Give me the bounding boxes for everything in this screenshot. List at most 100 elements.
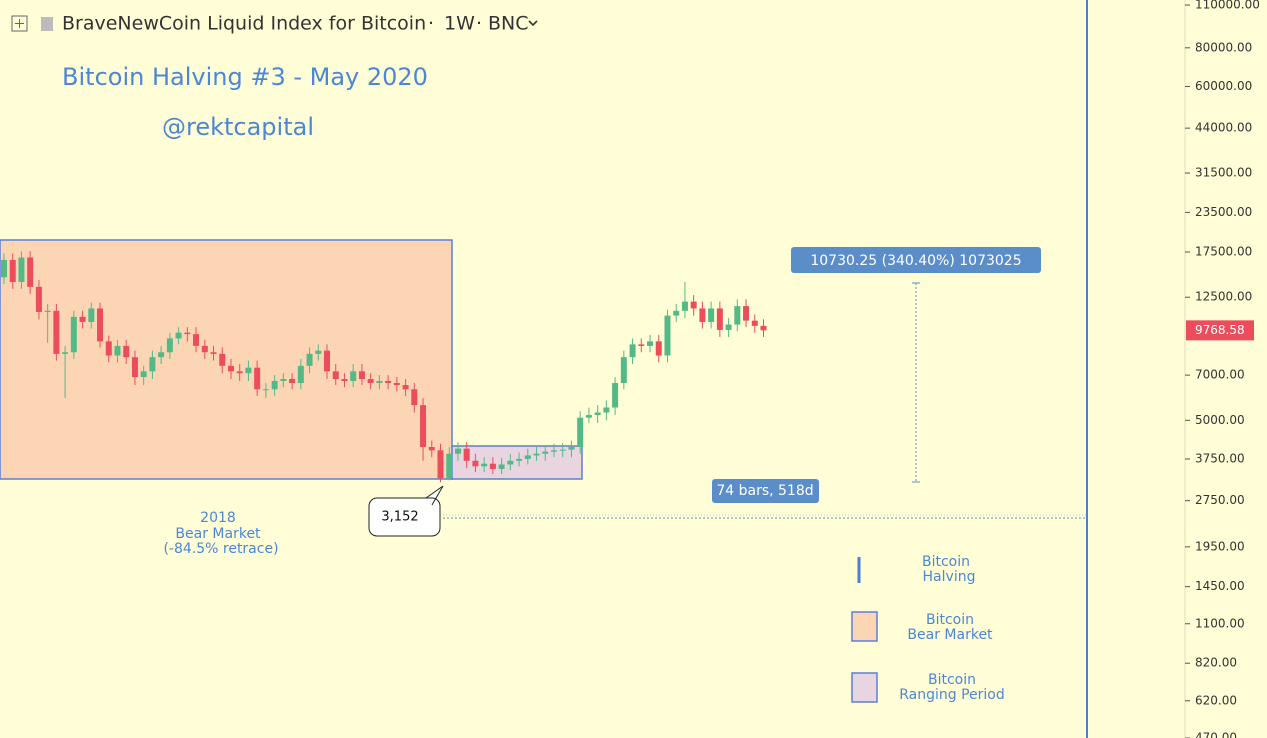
legend-label: Halving: [923, 569, 976, 585]
candle-body: [262, 389, 269, 391]
candle-body: [289, 379, 296, 384]
candle-body: [734, 306, 741, 325]
candle-body: [114, 345, 121, 356]
candle-body: [393, 383, 400, 386]
candle-body: [149, 357, 156, 372]
bear-market-box: [0, 239, 453, 480]
candle-body: [376, 381, 383, 384]
exchange: BNC: [488, 13, 529, 35]
candle-body: [463, 448, 470, 461]
y-tick-label: 2750.00: [1195, 493, 1245, 507]
note-line: Bear Market: [175, 526, 261, 542]
candle-body: [725, 324, 732, 330]
measure-cap: [912, 282, 920, 483]
candle-body: [516, 458, 523, 461]
chart-title: Bitcoin Halving #3 - May 2020: [62, 63, 428, 91]
icon: [41, 17, 53, 31]
candle-body: [193, 334, 200, 346]
candle-body: [245, 367, 252, 374]
candle-body: [350, 371, 357, 382]
candle-body: [280, 379, 287, 382]
candle-body: [620, 357, 627, 384]
chevron[interactable]: [528, 20, 538, 27]
candle-body: [367, 379, 374, 384]
candle-body: [743, 306, 750, 321]
legend-label: Bitcoin: [922, 554, 970, 570]
candle-body: [472, 460, 479, 467]
header: BraveNewCoin Liquid Index for Bitcoin · …: [11, 13, 538, 35]
measure-box: [791, 247, 1041, 273]
candle-body: [577, 417, 584, 447]
candle-body: [524, 455, 531, 459]
candle-body: [594, 412, 601, 416]
bear-note: 2018 Bear Market (-84.5% retrace): [163, 510, 278, 557]
candle-body: [210, 352, 217, 354]
interval: 1W: [444, 13, 475, 35]
candle-body: [97, 308, 104, 342]
candle-body: [27, 257, 34, 287]
candle-body: [332, 371, 339, 380]
candle-body: [585, 415, 592, 418]
candle-body: [1, 259, 7, 278]
candle-body: [175, 332, 182, 339]
y-tick-label: 470.00: [1195, 731, 1237, 738]
chart-subtitle: @rektcapital: [162, 113, 314, 141]
legend-swatch: [851, 672, 878, 703]
separator: ·: [428, 13, 434, 35]
y-tick-label: 1100.00: [1195, 616, 1245, 630]
y-tick-label: 80000.00: [1195, 40, 1252, 54]
legend-swatch: [851, 611, 878, 642]
candle-body: [18, 257, 25, 282]
candle-body: [559, 449, 566, 451]
candle-body: [420, 405, 427, 447]
candle-body: [158, 352, 165, 358]
candle-body: [166, 338, 173, 353]
candles: [1, 251, 767, 483]
candle-body: [655, 341, 662, 356]
candle-body: [647, 341, 654, 346]
candle-body: [402, 385, 409, 390]
candle-body: [131, 357, 138, 378]
y-tick-label: 31500.00: [1195, 166, 1252, 180]
candle-body: [629, 344, 636, 358]
measure-box: [712, 479, 819, 503]
candle-body: [184, 332, 191, 335]
candle-body: [498, 464, 505, 470]
legend-label: Bitcoin: [928, 672, 976, 688]
candle-body: [638, 344, 645, 346]
candle-body: [79, 316, 86, 322]
candle-body: [708, 308, 715, 322]
candle-body: [44, 310, 51, 312]
candle-body: [481, 463, 488, 467]
candle-body: [446, 453, 453, 479]
icon: [11, 15, 28, 32]
candle-body: [603, 407, 610, 413]
candle-body: [62, 352, 69, 354]
candle-body: [612, 383, 619, 408]
candle-body: [681, 301, 688, 311]
candle-body: [236, 371, 243, 374]
candle-body: [716, 308, 723, 330]
candle-body: [123, 345, 130, 358]
candle-body: [70, 316, 77, 353]
candle-body: [428, 446, 435, 451]
candle-body: [751, 320, 758, 326]
y-tick-label: 23500.00: [1195, 205, 1252, 219]
y-tick-label: 12500.00: [1195, 290, 1252, 304]
candle-body: [454, 448, 461, 454]
candle-body: [227, 365, 234, 372]
candle-body: [9, 259, 16, 282]
candle-body: [664, 315, 671, 356]
candle-body: [550, 450, 557, 452]
callout-bubble: [368, 485, 444, 537]
candle-body: [140, 371, 147, 378]
y-tick-label: 60000.00: [1195, 79, 1252, 93]
candle-body: [254, 367, 261, 390]
candle-body: [690, 301, 697, 309]
candle-body: [760, 325, 767, 331]
y-tick-label: 3750.00: [1195, 451, 1245, 465]
icon: [15, 19, 24, 28]
y-tick-label: 620.00: [1195, 693, 1237, 707]
candle-body: [673, 310, 680, 316]
y-tick-label: 1450.00: [1195, 579, 1245, 593]
